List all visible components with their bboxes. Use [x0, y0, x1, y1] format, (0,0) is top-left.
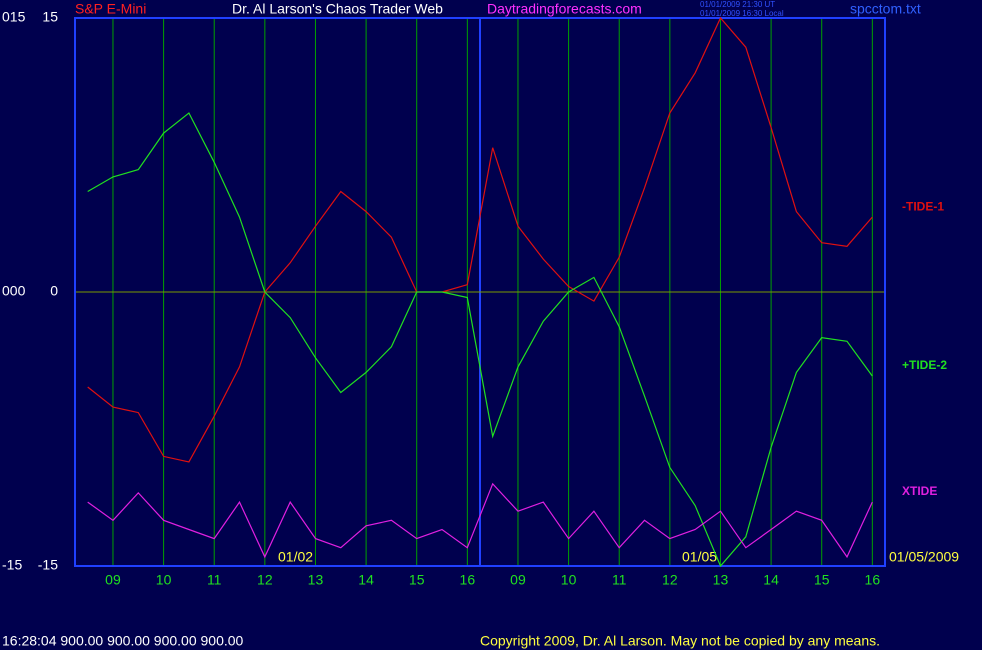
y2-tick-label: 015: [2, 9, 26, 25]
x-tick-label: 13: [308, 572, 324, 588]
time-stamp: 01/01/2009 21:30 UT: [700, 0, 775, 9]
date-label: 01/02: [278, 549, 313, 565]
chart-title: S&P E-Mini: [75, 1, 146, 17]
subtitle: Dr. Al Larson's Chaos Trader Web: [232, 1, 443, 17]
x-tick-label: 15: [409, 572, 425, 588]
x-tick-label: 14: [763, 572, 779, 588]
plot-border: [74, 17, 886, 567]
y2-tick-label: -15: [2, 557, 22, 573]
series-label: -TIDE-1: [902, 199, 944, 213]
date-label: 01/05/2009: [889, 549, 959, 565]
y-tick-label: 15: [42, 9, 58, 25]
x-tick-label: 15: [814, 572, 830, 588]
x-tick-label: 10: [156, 572, 172, 588]
series-label: +TIDE-2: [902, 358, 947, 372]
y-tick-label: 0: [50, 283, 58, 299]
x-tick-label: 16: [865, 572, 881, 588]
x-tick-label: 09: [510, 572, 526, 588]
file-name: spcctom.txt: [850, 1, 921, 17]
x-tick-label: 10: [561, 572, 577, 588]
x-tick-label: 14: [358, 572, 374, 588]
series-line: [87, 482, 873, 559]
status-line: 16:28:04 900.00 900.00 900.00 900.00: [2, 633, 244, 649]
series-label: XTIDE: [902, 484, 937, 498]
copyright: Copyright 2009, Dr. Al Larson. May not b…: [480, 633, 880, 649]
site-name: Daytradingforecasts.com: [487, 1, 642, 17]
x-tick-label: 09: [105, 572, 121, 588]
y2-tick-label: 000: [2, 283, 26, 299]
x-tick-label: 12: [257, 572, 273, 588]
x-tick-label: 13: [713, 572, 729, 588]
x-tick-label: 12: [662, 572, 678, 588]
x-tick-label: 16: [460, 572, 476, 588]
date-label: 01/05: [682, 549, 717, 565]
x-tick-label: 11: [612, 572, 627, 588]
y-tick-label: -15: [38, 557, 58, 573]
series-line: [87, 16, 873, 463]
x-tick-label: 11: [207, 572, 222, 588]
time-stamp: 01/01/2009 16:30 Local: [700, 9, 784, 18]
